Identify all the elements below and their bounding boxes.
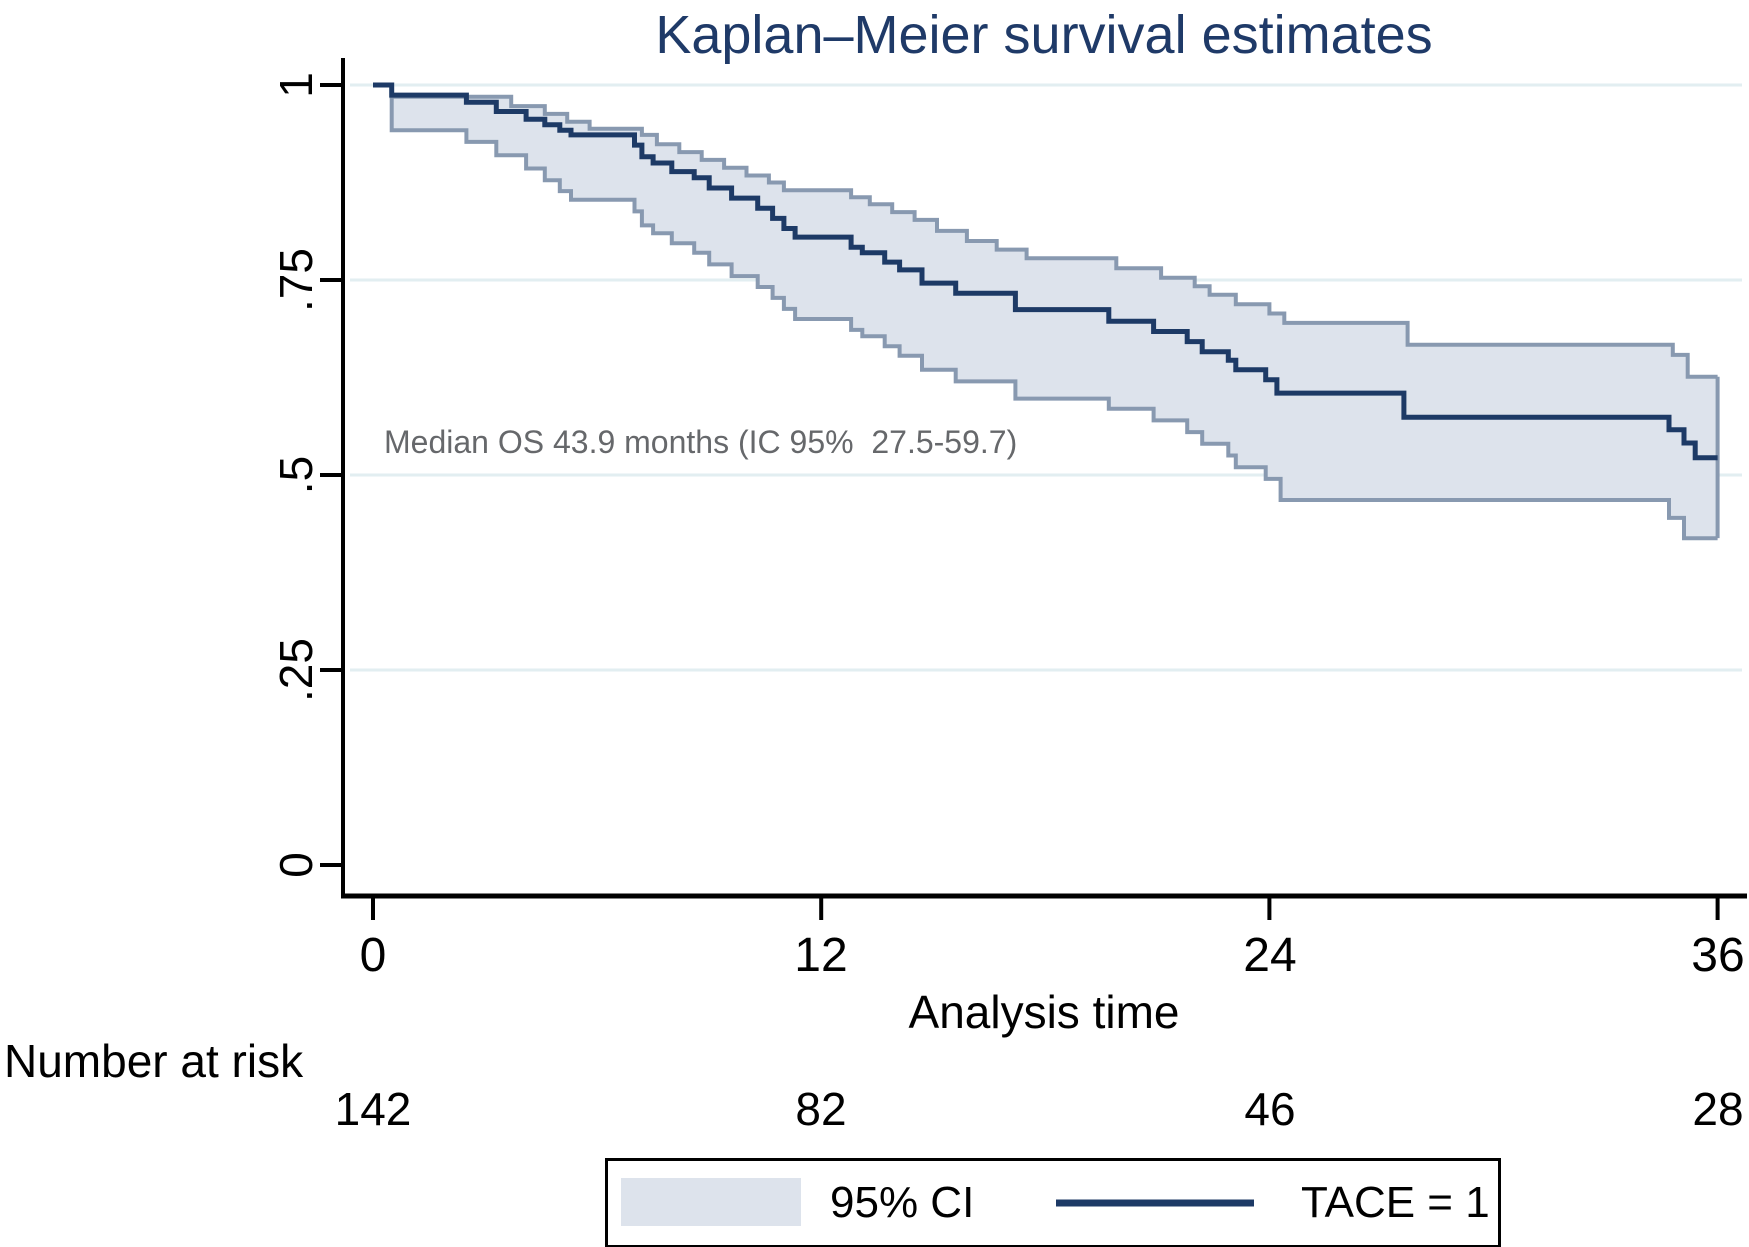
median-os-annotation: Median OS 43.9 months (IC 95% 27.5-59.7) bbox=[384, 424, 1018, 460]
chart-title: Kaplan–Meier survival estimates bbox=[655, 5, 1433, 65]
risk-count-t24: 46 bbox=[1244, 1083, 1296, 1135]
x-tick-label-36: 36 bbox=[1691, 929, 1745, 982]
number-at-risk-label: Number at risk bbox=[4, 1035, 304, 1087]
risk-count-t36: 28 bbox=[1692, 1083, 1744, 1135]
x-tick-label-0: 0 bbox=[359, 929, 387, 982]
legend-ci-label: 95% CI bbox=[830, 1178, 975, 1227]
x-axis-title: Analysis time bbox=[908, 986, 1180, 1038]
survival-step-line bbox=[373, 82, 1718, 461]
y-tick-label-25: .25 bbox=[270, 638, 322, 702]
y-tick-label-5: .5 bbox=[270, 455, 322, 495]
risk-count-t0: 142 bbox=[334, 1083, 412, 1135]
x-tick-label-24: 24 bbox=[1243, 929, 1297, 982]
y-tick-label-0: 0 bbox=[270, 852, 322, 878]
risk-count-t12: 82 bbox=[795, 1083, 847, 1135]
y-tick-label-1: 1 bbox=[270, 72, 322, 98]
legend-box: 95% CI TACE = 1 bbox=[605, 1158, 1501, 1247]
legend-series-label: TACE = 1 bbox=[1301, 1178, 1490, 1227]
x-tick-label-12: 12 bbox=[794, 929, 848, 982]
survival-line-swatch bbox=[1056, 1199, 1254, 1207]
ci-band-swatch bbox=[621, 1178, 801, 1226]
y-tick-label-75: .75 bbox=[270, 248, 322, 312]
ci-upper-line bbox=[373, 83, 1718, 379]
ci-lower-line bbox=[373, 83, 1718, 541]
